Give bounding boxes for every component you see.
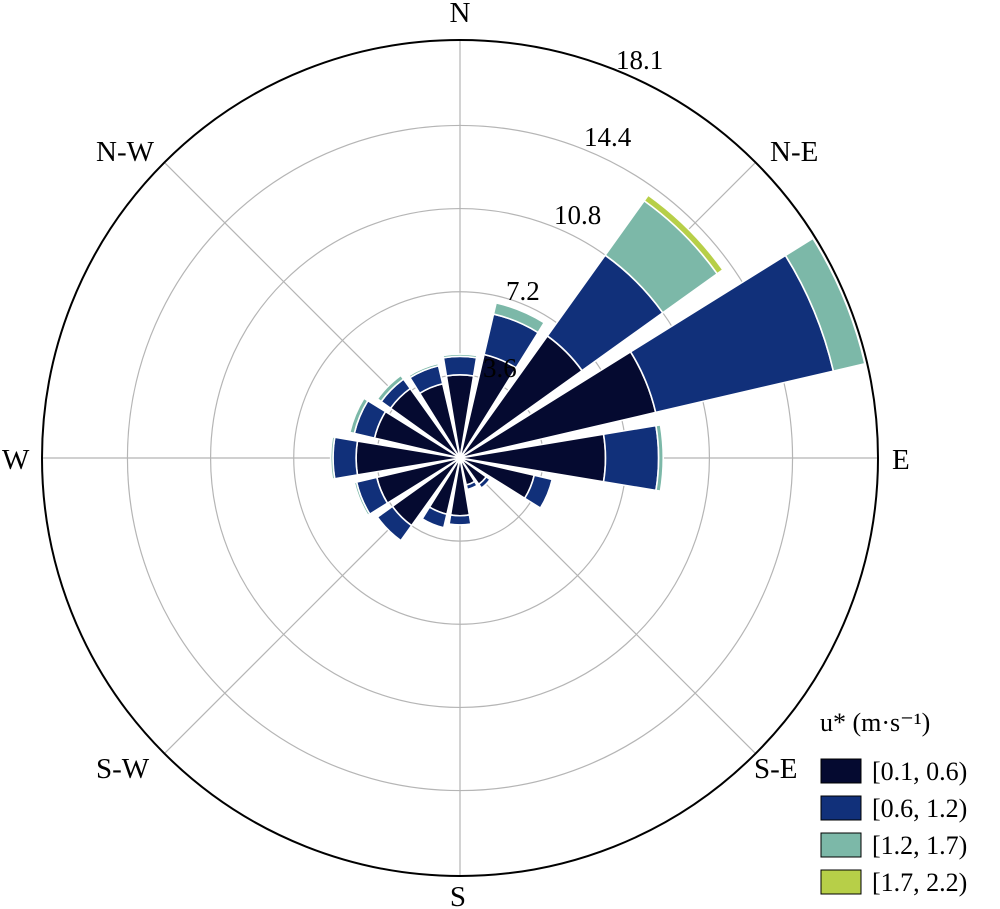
radial-tick-label: 10.8 bbox=[554, 200, 601, 230]
legend-swatch bbox=[820, 869, 862, 895]
outer-ring bbox=[41, 39, 879, 877]
wind-bar bbox=[643, 193, 725, 275]
legend-label: [1.2, 1.7) bbox=[872, 831, 967, 860]
wind-bar bbox=[655, 423, 665, 493]
wind-bar bbox=[442, 355, 478, 377]
wind-bar bbox=[448, 514, 472, 526]
legend-title: u* (m·s⁻¹) bbox=[820, 708, 930, 737]
radial-tick-labels: 3.6 7.2 10.8 14.4 18.1 bbox=[483, 45, 663, 383]
wind-bar bbox=[492, 301, 546, 334]
wind-bar bbox=[602, 424, 660, 492]
wind-bar bbox=[421, 505, 448, 529]
outer-ring-layer bbox=[41, 39, 879, 877]
direction-label-ne: N-E bbox=[770, 136, 818, 168]
wind-bar bbox=[332, 436, 359, 480]
direction-labels: N N-E E S-E S S-W W N-W bbox=[2, 0, 910, 909]
wind-bar bbox=[477, 475, 492, 490]
direction-label-se: S-E bbox=[754, 753, 798, 785]
radial-tick-label: 14.4 bbox=[584, 122, 632, 152]
legend: u* (m·s⁻¹) [0.1, 0.6) [0.6, 1.2) [1.2, 1… bbox=[820, 708, 967, 897]
wind-bar bbox=[784, 237, 866, 373]
radial-tick-label: 3.6 bbox=[483, 353, 517, 383]
bar-layer bbox=[329, 193, 866, 542]
wind-bar bbox=[329, 435, 336, 481]
radial-tick-label: 18.1 bbox=[616, 45, 663, 75]
direction-label-sw: S-W bbox=[96, 753, 150, 785]
legend-swatch bbox=[820, 832, 862, 858]
wind-bar bbox=[523, 474, 554, 510]
wind-bar bbox=[442, 353, 478, 359]
legend-label: [0.1, 0.6) bbox=[872, 757, 967, 786]
direction-label-nw: N-W bbox=[96, 136, 155, 168]
legend-label: [0.6, 1.2) bbox=[872, 794, 967, 823]
legend-swatch bbox=[820, 758, 862, 784]
direction-label-n: N bbox=[450, 0, 471, 29]
wind-bar bbox=[376, 374, 405, 403]
direction-label-s: S bbox=[450, 881, 466, 909]
legend-label: [1.7, 2.2) bbox=[872, 868, 967, 897]
wind-bar bbox=[407, 362, 440, 379]
wind-bar bbox=[465, 480, 479, 491]
wind-bar bbox=[376, 505, 413, 542]
wind-bar bbox=[353, 481, 371, 517]
wind-bar bbox=[348, 397, 369, 435]
radial-tick-label: 7.2 bbox=[506, 276, 540, 306]
grid-spoke bbox=[459, 457, 756, 754]
legend-swatch bbox=[820, 795, 862, 821]
direction-label-e: E bbox=[892, 444, 910, 476]
direction-label-w: W bbox=[2, 444, 30, 476]
